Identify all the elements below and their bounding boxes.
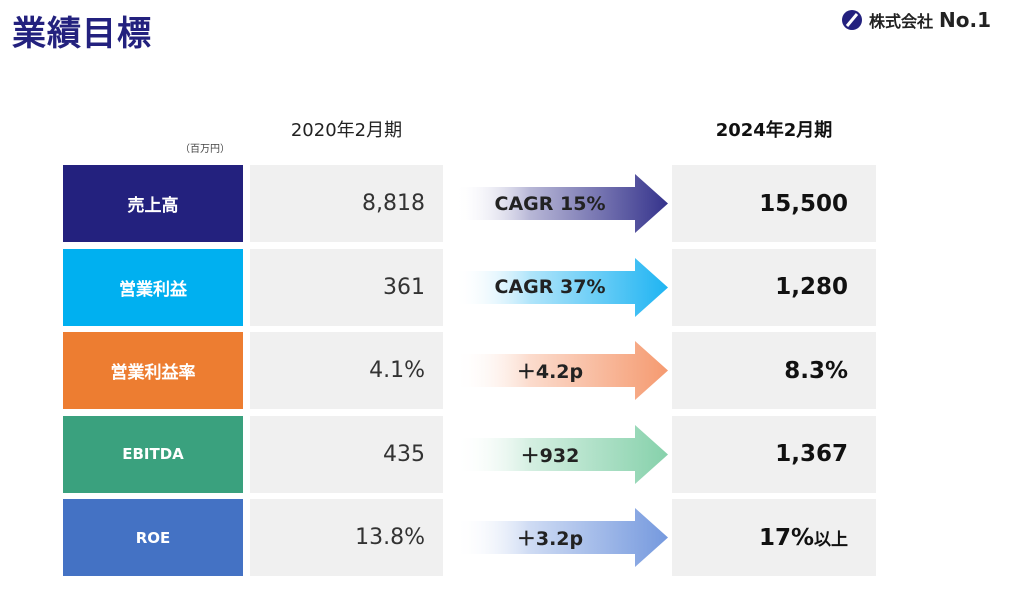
arrow bbox=[455, 424, 668, 484]
column-header: 2024年2月期 bbox=[715, 120, 833, 141]
current-value: 8,818 bbox=[250, 165, 443, 242]
company-logo: 株式会社 No.1 bbox=[841, 8, 991, 32]
target-value: 8.3% bbox=[672, 332, 876, 409]
row-label: 売上高 bbox=[63, 165, 243, 242]
company-prefix: 株式会社 bbox=[868, 12, 933, 31]
page-title: 業績目標 bbox=[12, 14, 152, 54]
target-value: 1,367 bbox=[672, 415, 876, 493]
growth-label: ＋932 bbox=[520, 444, 580, 467]
current-value: 13.8% bbox=[250, 499, 443, 576]
arrow bbox=[455, 341, 668, 400]
current-value: 435 bbox=[250, 415, 443, 493]
target-number: 17% bbox=[758, 524, 814, 551]
target-value: 15,500 bbox=[672, 165, 876, 242]
row-label: 営業利益率 bbox=[63, 332, 243, 409]
company-name: No.1 bbox=[939, 8, 991, 32]
row-label: ROE bbox=[63, 499, 243, 576]
current-value: 361 bbox=[250, 248, 443, 326]
arrow bbox=[455, 508, 668, 567]
current-value: 4.1% bbox=[250, 332, 443, 409]
target-number: 15,500 bbox=[759, 190, 848, 217]
target-number: 1,280 bbox=[775, 274, 848, 300]
row-label: 営業利益 bbox=[63, 248, 243, 326]
target-number: 1,367 bbox=[775, 441, 848, 467]
arrow bbox=[455, 257, 668, 317]
target-value: 1,280 bbox=[672, 248, 876, 326]
arrow bbox=[455, 174, 668, 233]
logo-icon bbox=[841, 10, 862, 30]
row-label: EBITDA bbox=[63, 415, 243, 493]
target-suffix: 以上 bbox=[814, 530, 848, 550]
column-header: 2020年2月期 bbox=[290, 120, 403, 141]
growth-label: CAGR 15% bbox=[494, 192, 606, 215]
target-number: 8.3% bbox=[784, 357, 848, 384]
unit-label: （百万円） bbox=[180, 144, 230, 155]
growth-label: ＋4.2p bbox=[516, 361, 584, 383]
target-value: 17% 以上 bbox=[672, 499, 876, 576]
growth-label: ＋3.2p bbox=[516, 528, 584, 550]
growth-label: CAGR 37% bbox=[494, 276, 606, 298]
